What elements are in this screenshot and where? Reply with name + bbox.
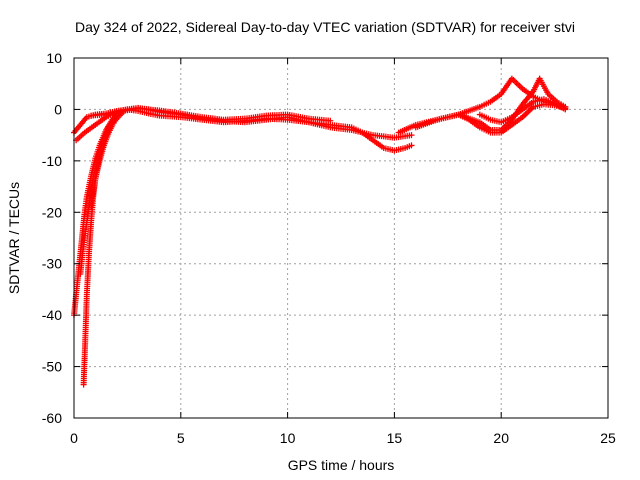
y-tick-label: -60 bbox=[42, 410, 62, 426]
x-tick-label: 0 bbox=[70, 430, 78, 446]
y-tick-label: 10 bbox=[46, 50, 62, 66]
axis-ticks: 0 5 10 15 20 25 -60 -50 -40 -30 -20 -10 0 10 bbox=[42, 50, 616, 446]
x-tick-label: 15 bbox=[387, 430, 403, 446]
x-axis-label: GPS time / hours bbox=[288, 457, 395, 473]
y-tick-label: -30 bbox=[42, 256, 62, 272]
x-tick-label: 25 bbox=[600, 430, 616, 446]
series-descent-4 bbox=[88, 109, 127, 211]
data-point bbox=[120, 109, 127, 115]
y-axis-label: SDTVAR / TECUs bbox=[6, 182, 22, 294]
data-point bbox=[408, 132, 415, 139]
y-tick-label: -10 bbox=[42, 153, 62, 169]
series-track-G bbox=[476, 96, 569, 126]
data-point bbox=[408, 142, 415, 149]
y-tick-label: -20 bbox=[42, 204, 62, 220]
x-tick-label: 5 bbox=[177, 430, 185, 446]
data-point bbox=[327, 117, 334, 124]
y-tick-label: -50 bbox=[42, 359, 62, 375]
chart-title: Day 324 of 2022, Sidereal Day-to-day VTE… bbox=[75, 19, 575, 35]
plot-frame bbox=[73, 57, 609, 419]
series-track-C bbox=[88, 105, 334, 124]
data-point bbox=[562, 106, 569, 113]
data-points bbox=[71, 75, 569, 388]
y-tick-label: -40 bbox=[42, 307, 62, 323]
y-tick-label: 0 bbox=[54, 101, 62, 117]
x-tick-label: 10 bbox=[280, 430, 296, 446]
x-tick-label: 20 bbox=[493, 430, 509, 446]
